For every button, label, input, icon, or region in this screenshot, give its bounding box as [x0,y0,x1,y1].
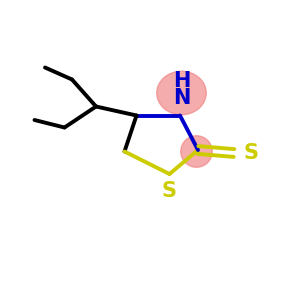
Text: H: H [173,71,190,91]
Text: S: S [162,182,177,201]
Ellipse shape [157,71,206,115]
Text: N: N [173,88,190,107]
Text: S: S [243,143,258,163]
Ellipse shape [181,136,212,167]
